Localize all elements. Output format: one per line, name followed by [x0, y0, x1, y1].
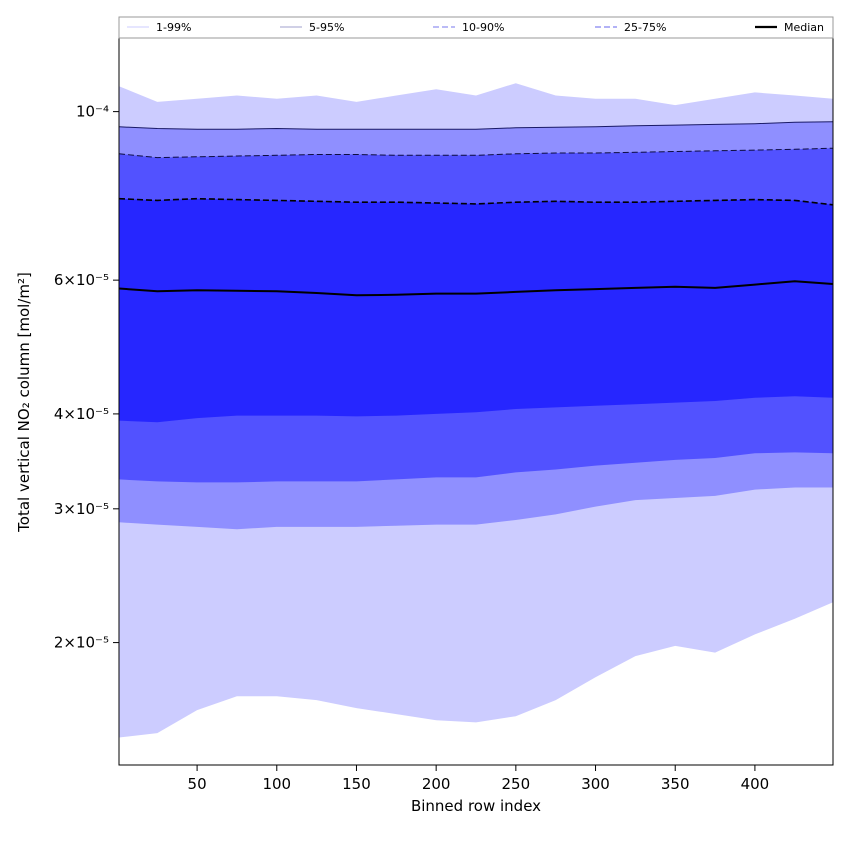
- band-upper-line-1: [119, 121, 833, 130]
- legend-label: 1-99%: [156, 21, 191, 34]
- x-tick-label: 150: [342, 775, 371, 793]
- band-upper-line-3: [119, 197, 833, 206]
- median-line: [119, 280, 833, 297]
- y-tick-label: 3×10⁻⁵: [54, 500, 109, 518]
- x-axis-label: Binned row index: [411, 797, 541, 815]
- median-series: [119, 280, 833, 297]
- y-tick-label: 10⁻⁴: [76, 103, 109, 121]
- y-tick-label: 6×10⁻⁵: [54, 271, 109, 289]
- legend-label: Median: [784, 21, 824, 34]
- x-tick-label: 350: [661, 775, 690, 793]
- x-tick-label: 200: [422, 775, 451, 793]
- y-tick-label: 4×10⁻⁵: [54, 405, 109, 423]
- y-axis: 10⁻⁴ 6×10⁻⁵ 4×10⁻⁵ 3×10⁻⁵ 2×10⁻⁵: [54, 103, 119, 652]
- band-edge-lines: [119, 121, 833, 206]
- legend: 1-99% 5-95% 10-90% 25-75% Median: [118, 16, 834, 39]
- band-fills: [119, 83, 833, 738]
- x-axis: 50 100 150 200 250 300 350 400: [188, 765, 770, 793]
- legend-label: 10-90%: [462, 21, 504, 34]
- x-tick-label: 300: [581, 775, 610, 793]
- legend-box: [118, 16, 834, 39]
- x-tick-label: 250: [502, 775, 531, 793]
- x-tick-label: 400: [741, 775, 770, 793]
- y-axis-label: Total vertical NO₂ column [mol/m²]: [15, 272, 33, 533]
- legend-label: 5-95%: [309, 21, 344, 34]
- x-tick-label: 100: [262, 775, 291, 793]
- x-tick-label: 50: [188, 775, 207, 793]
- band-fill-3: [119, 198, 833, 423]
- band-upper-line-2: [119, 147, 833, 159]
- y-tick-label: 2×10⁻⁵: [54, 634, 109, 652]
- legend-label: 25-75%: [624, 21, 666, 34]
